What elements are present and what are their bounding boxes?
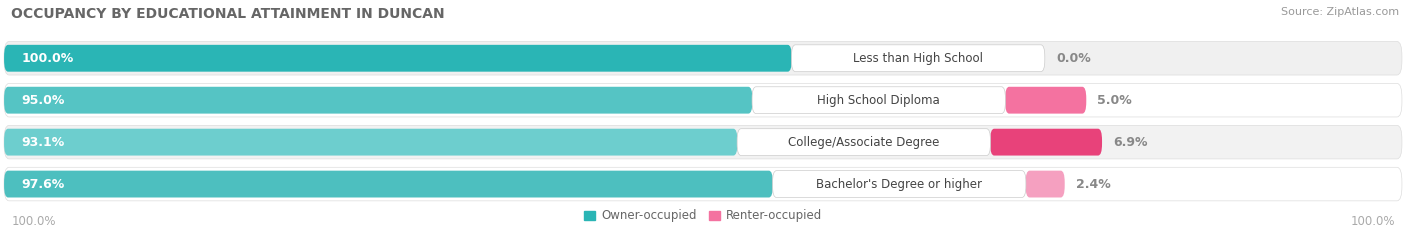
Text: 2.4%: 2.4% bbox=[1076, 178, 1111, 191]
FancyBboxPatch shape bbox=[1025, 171, 1064, 198]
Text: 100.0%: 100.0% bbox=[21, 52, 73, 65]
FancyBboxPatch shape bbox=[4, 45, 792, 72]
FancyBboxPatch shape bbox=[4, 83, 1402, 117]
Text: 93.1%: 93.1% bbox=[21, 136, 65, 149]
FancyBboxPatch shape bbox=[792, 45, 1045, 72]
Text: College/Associate Degree: College/Associate Degree bbox=[789, 136, 939, 149]
FancyBboxPatch shape bbox=[4, 41, 1402, 75]
Text: 97.6%: 97.6% bbox=[21, 178, 65, 191]
Text: Bachelor's Degree or higher: Bachelor's Degree or higher bbox=[817, 178, 983, 191]
FancyBboxPatch shape bbox=[4, 171, 773, 198]
Text: 0.0%: 0.0% bbox=[1056, 52, 1091, 65]
FancyBboxPatch shape bbox=[737, 129, 990, 156]
FancyBboxPatch shape bbox=[772, 171, 1026, 198]
Text: High School Diploma: High School Diploma bbox=[817, 94, 941, 107]
FancyBboxPatch shape bbox=[752, 87, 1005, 114]
Legend: Owner-occupied, Renter-occupied: Owner-occupied, Renter-occupied bbox=[579, 205, 827, 227]
FancyBboxPatch shape bbox=[4, 125, 1402, 159]
Text: 95.0%: 95.0% bbox=[21, 94, 65, 107]
Text: Less than High School: Less than High School bbox=[853, 52, 983, 65]
FancyBboxPatch shape bbox=[1005, 87, 1087, 114]
FancyBboxPatch shape bbox=[4, 87, 752, 114]
Text: 100.0%: 100.0% bbox=[11, 215, 56, 228]
Text: 100.0%: 100.0% bbox=[1350, 215, 1395, 228]
FancyBboxPatch shape bbox=[990, 129, 1102, 156]
Text: Source: ZipAtlas.com: Source: ZipAtlas.com bbox=[1281, 7, 1399, 17]
FancyBboxPatch shape bbox=[4, 167, 1402, 201]
Text: 5.0%: 5.0% bbox=[1098, 94, 1132, 107]
Text: 6.9%: 6.9% bbox=[1114, 136, 1147, 149]
FancyBboxPatch shape bbox=[4, 129, 737, 156]
Text: OCCUPANCY BY EDUCATIONAL ATTAINMENT IN DUNCAN: OCCUPANCY BY EDUCATIONAL ATTAINMENT IN D… bbox=[11, 7, 444, 21]
